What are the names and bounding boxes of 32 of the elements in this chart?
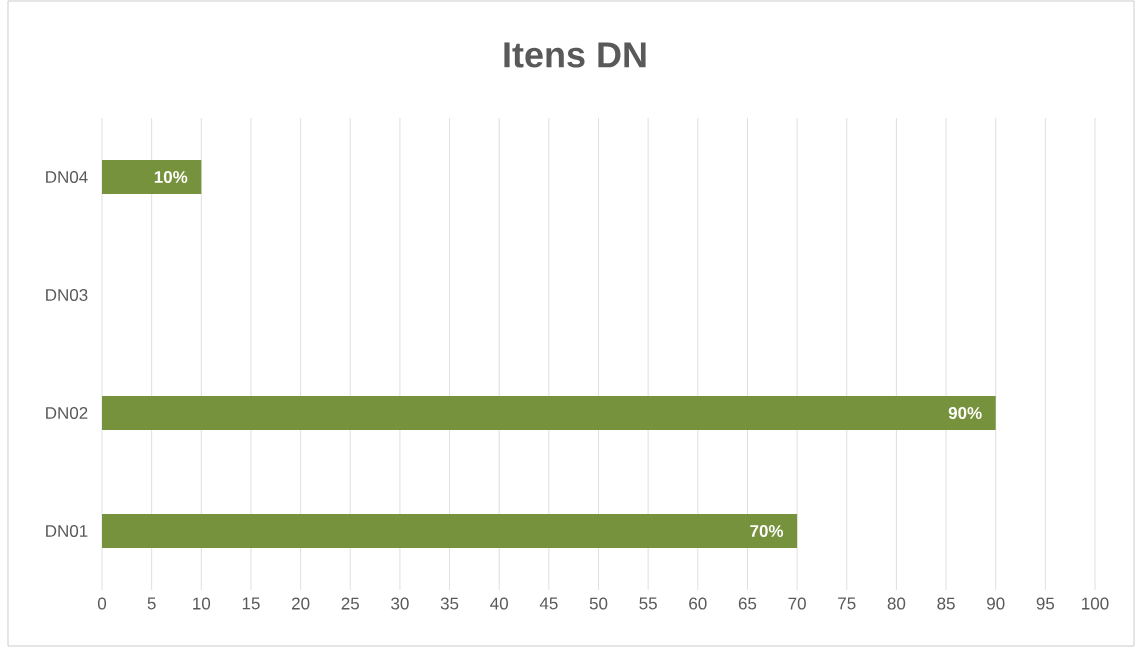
x-tick-label: 30 (391, 597, 409, 610)
x-tick-label: 20 (292, 597, 310, 610)
x-tick-label: 80 (887, 597, 906, 610)
x-tick-label: 0 (97, 597, 107, 610)
x-tick-label: 15 (242, 597, 260, 610)
x-tick-label: 65 (738, 597, 757, 610)
x-tick-label: 5 (147, 597, 156, 610)
x-tick-label: 10 (193, 597, 211, 610)
bar (102, 395, 996, 430)
bar (102, 513, 798, 548)
y-tick-label: DN03 (46, 288, 88, 302)
y-tick-label: DN01 (46, 524, 88, 538)
x-tick-label: 85 (937, 597, 955, 610)
data-label: 90% (948, 406, 982, 420)
x-tick-label: 60 (689, 597, 707, 610)
x-tick-label: 55 (639, 597, 657, 610)
x-tick-label: 75 (838, 597, 856, 610)
x-tick-label: 70 (788, 597, 806, 610)
x-tick-label: 95 (1036, 597, 1055, 610)
x-tick-label: 50 (589, 597, 608, 610)
y-tick-label: DN04 (46, 170, 88, 184)
x-tick-label: 40 (490, 597, 508, 610)
bar (102, 159, 202, 194)
x-tick-label: 100 (1082, 597, 1109, 610)
data-label: 10% (154, 170, 188, 184)
x-tick-label: 25 (341, 597, 359, 610)
chart-title: Itens DN (504, 42, 646, 68)
x-tick-label: 35 (440, 597, 459, 610)
x-tick-label: 90 (987, 597, 1005, 610)
data-label: 70% (750, 524, 784, 538)
y-tick-label: DN02 (46, 406, 88, 420)
x-tick-label: 45 (539, 597, 558, 610)
